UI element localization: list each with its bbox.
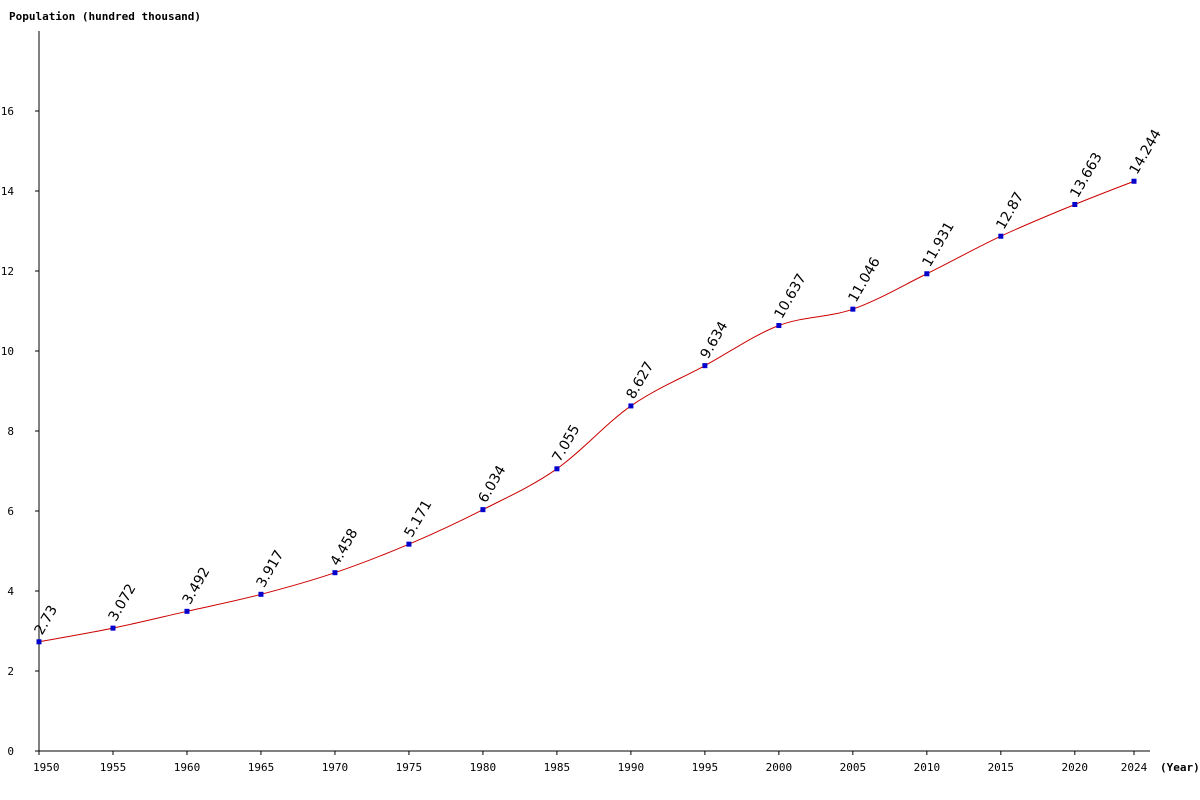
data-point-marker (406, 541, 412, 547)
data-label: 9.634 (697, 319, 731, 362)
y-tick-label: 12 (1, 265, 14, 278)
x-tick-label: 1950 (33, 761, 60, 774)
y-tick-label: 2 (7, 665, 14, 678)
x-tick-label: 1965 (248, 761, 275, 774)
y-tick-label: 8 (7, 425, 14, 438)
data-point-marker (1131, 178, 1137, 184)
x-tick-label: 1975 (396, 761, 423, 774)
axes (38, 31, 1150, 752)
data-label: 7.055 (550, 422, 584, 465)
x-tick-label: 1970 (322, 761, 349, 774)
x-axis-ticks: 1950 1955 1960 1965 1970 1975 1980 1985 1990 1995… (33, 751, 1148, 774)
data-label: 13.663 (1067, 150, 1105, 200)
x-tick-label: 2020 (1062, 761, 1089, 774)
data-label: 3.917 (254, 548, 288, 591)
data-point-marker (924, 271, 930, 277)
data-label: 2.73 (32, 603, 61, 638)
x-tick-label: 2000 (766, 761, 793, 774)
data-point-marker (480, 507, 486, 513)
data-point-marker (1072, 201, 1078, 207)
x-tick-label: 1980 (470, 761, 497, 774)
y-tick-label: 14 (1, 185, 15, 198)
y-axis-title: Population (hundred thousand) (9, 10, 201, 23)
data-label: 8.627 (623, 359, 657, 402)
data-point-marker (554, 466, 560, 472)
y-tick-label: 10 (1, 345, 14, 358)
data-point-markers (36, 178, 1137, 645)
data-labels: 2.73 3.072 3.492 3.9174.4585.1716.0347.0558… (32, 127, 1165, 638)
x-tick-label: 1955 (100, 761, 127, 774)
x-tick-label: 2005 (840, 761, 867, 774)
y-tick-label: 0 (7, 745, 14, 758)
x-tick-label: 1995 (692, 761, 719, 774)
data-point-marker (998, 233, 1004, 239)
y-tick-label: 6 (7, 505, 14, 518)
data-point-marker (776, 323, 782, 329)
population-series-line (38, 180, 1135, 643)
data-point-marker (110, 625, 116, 631)
y-tick-label: 4 (7, 585, 14, 598)
data-label: 3.072 (106, 581, 140, 624)
x-tick-label: 1985 (544, 761, 571, 774)
data-point-marker (628, 403, 634, 409)
x-tick-label: 1990 (618, 761, 645, 774)
x-tick-label: 1960 (174, 761, 201, 774)
data-label: 12.87 (993, 189, 1027, 232)
data-label: 10.637 (771, 271, 809, 321)
y-axis-ticks: 0 2 4 6 8 10 12 14 16 (1, 105, 39, 758)
data-label: 11.046 (845, 255, 883, 306)
data-point-marker (702, 363, 708, 369)
data-label: 3.492 (180, 565, 214, 608)
data-label: 14.244 (1127, 127, 1165, 178)
x-tick-label: 2024 (1121, 761, 1148, 774)
data-point-marker (258, 591, 264, 597)
x-tick-label: 2015 (988, 761, 1015, 774)
data-label: 11.931 (919, 219, 957, 269)
data-point-marker (36, 639, 42, 645)
x-axis-title: (Year) (1160, 761, 1200, 774)
x-tick-label: 2010 (914, 761, 941, 774)
data-point-marker (184, 608, 190, 614)
y-tick-label: 16 (1, 105, 14, 118)
data-point-marker (332, 570, 338, 576)
data-label: 5.171 (402, 497, 436, 540)
data-label: 4.458 (328, 526, 362, 569)
data-point-marker (850, 306, 856, 312)
